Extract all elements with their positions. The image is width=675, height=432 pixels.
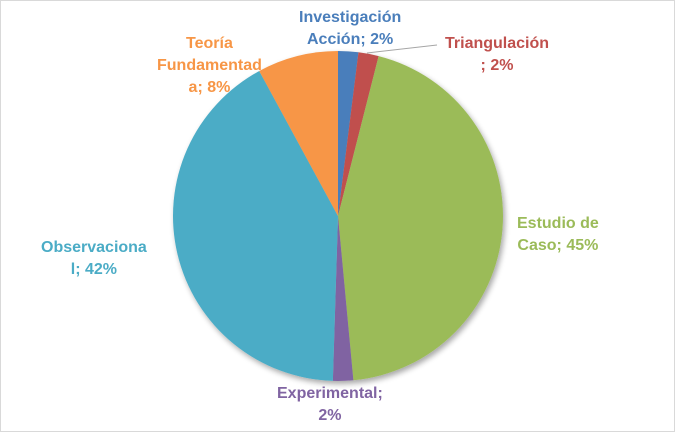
label-teoria-fundamentada: Teoría Fundamentad a; 8%: [157, 33, 262, 99]
label-investigacion-accion: Investigación Acción; 2%: [299, 7, 401, 51]
label-triangulacion: Triangulación ; 2%: [445, 33, 549, 77]
label-experimental: Experimental; 2%: [277, 383, 383, 427]
label-line: Observaciona: [41, 239, 147, 256]
label-estudio-de-caso: Estudio de Caso; 45%: [517, 213, 599, 257]
label-observacional: Observaciona l; 42%: [41, 237, 147, 281]
label-line: Triangulación: [445, 35, 550, 52]
label-line: Caso; 45%: [517, 237, 599, 254]
pie-slice: [338, 51, 359, 216]
label-line: Acción; 2%: [307, 31, 394, 48]
label-line: l; 42%: [70, 261, 118, 278]
label-line: ; 2%: [480, 57, 514, 74]
label-line: 2%: [318, 407, 342, 424]
leader-line: [366, 44, 438, 54]
label-line: a; 8%: [188, 79, 231, 96]
label-line: Estudio de: [517, 215, 599, 232]
label-line: Fundamentad: [157, 57, 262, 74]
pie-slice: [338, 56, 503, 381]
label-line: Experimental;: [277, 385, 383, 402]
pie-slice: [173, 71, 338, 381]
label-line: Investigación: [299, 9, 402, 26]
pie-slice: [332, 216, 354, 381]
label-line: Teoría: [186, 35, 233, 52]
pie-slice: [338, 52, 379, 217]
pie-slice: [259, 51, 338, 216]
